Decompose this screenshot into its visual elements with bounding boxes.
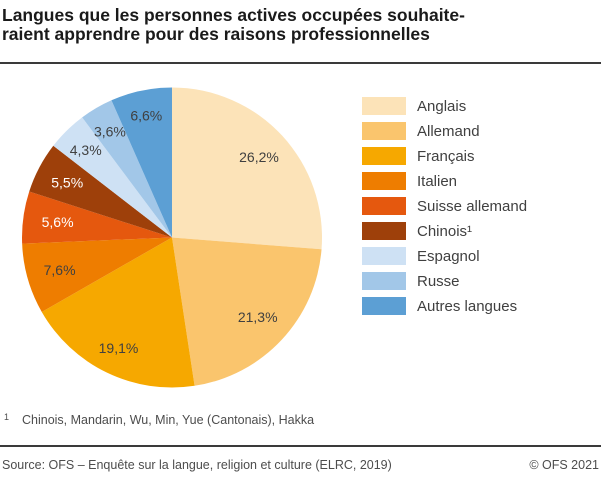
pie-label-russe: 3,6%: [94, 123, 126, 139]
legend-label-espagnol: Espagnol: [417, 247, 480, 265]
pie-label-espagnol: 4,3%: [70, 142, 102, 158]
pie-slice-chinois: [29, 145, 173, 238]
legend-item-russe: Russe: [362, 272, 527, 290]
footnote-text: Chinois, Mandarin, Wu, Min, Yue (Cantona…: [22, 413, 315, 427]
chart-title-line1: Langues que les personnes actives occupé…: [2, 5, 465, 25]
footnote: 1 Chinois, Mandarin, Wu, Min, Yue (Canto…: [0, 412, 601, 430]
copyright-text: © OFS 2021: [529, 458, 599, 472]
pie-slice-russe: [82, 100, 172, 238]
legend-swatch-espagnol: [362, 247, 406, 265]
pie-slice-italien: [22, 237, 172, 312]
pie-slice-anglais: [172, 87, 323, 250]
pie-chart: 26,2% 21,3% 19,1% 7,6% 5,6% 5,5% 4,3% 3,6%6,6%: [22, 87, 323, 388]
legend-label-anglais: Anglais: [417, 97, 467, 115]
pie-label-italien: 7,6%: [44, 262, 76, 278]
source-text: Source: OFS – Enquête sur la langue, rel…: [2, 458, 392, 472]
pie-slice-suisse-allemand: [22, 191, 172, 244]
pie-slice-autres-langues: [111, 87, 172, 238]
footer-rule: [0, 445, 601, 447]
legend-item-espagnol: Espagnol: [362, 247, 527, 265]
chart-title: Langues que les personnes actives occupé…: [2, 6, 599, 44]
legend-swatch-italien: [362, 172, 406, 190]
pie-label-francais: 19,1%: [99, 340, 139, 356]
legend-swatch-francais: [362, 147, 406, 165]
pie-slice-espagnol: [53, 117, 173, 238]
legend-item-anglais: Anglais: [362, 97, 527, 115]
legend-item-francais: Français: [362, 147, 527, 165]
legend-label-italien: Italien: [417, 172, 458, 190]
legend-item-allemand: Allemand: [362, 122, 527, 140]
legend-swatch-allemand: [362, 122, 406, 140]
legend-swatch-russe: [362, 272, 406, 290]
legend-swatch-anglais: [362, 97, 406, 115]
pie-label-anglais: 26,2%: [239, 149, 279, 165]
legend-item-autres-langues: Autres langues: [362, 297, 527, 315]
pie-label-suisse-allemand: 5,6%: [42, 214, 74, 230]
legend-label-suisse-allemand: Suisse allemand: [417, 197, 528, 215]
chart-title-line2: raient apprendre pour des raisons profes…: [2, 24, 430, 44]
pie-slice-allemand: [172, 237, 322, 386]
footer: Source: OFS – Enquête sur la langue, rel…: [2, 458, 599, 473]
footnote-marker: 1: [4, 412, 10, 422]
legend: Anglais Allemand Français Italien Suisse all…: [362, 97, 527, 322]
legend-label-allemand: Allemand: [417, 122, 480, 140]
pie-label-allemand: 21,3%: [238, 309, 278, 325]
legend-label-chinois: Chinois¹: [417, 222, 473, 240]
legend-item-italien: Italien: [362, 172, 527, 190]
pie-label-chinois: 5,5%: [51, 174, 83, 190]
legend-label-autres-langues: Autres langues: [417, 297, 518, 315]
legend-item-suisse-allemand: Suisse allemand: [362, 197, 527, 215]
legend-item-chinois: Chinois¹: [362, 222, 527, 240]
legend-label-russe: Russe: [417, 272, 460, 290]
pie-slice-francais: [41, 237, 195, 388]
legend-swatch-autres-langues: [362, 297, 406, 315]
legend-swatch-chinois: [362, 222, 406, 240]
legend-label-francais: Français: [417, 147, 475, 165]
pie-label-autres-langues: 6,6%: [130, 108, 162, 124]
legend-swatch-suisse-allemand: [362, 197, 406, 215]
title-rule: [0, 62, 601, 64]
